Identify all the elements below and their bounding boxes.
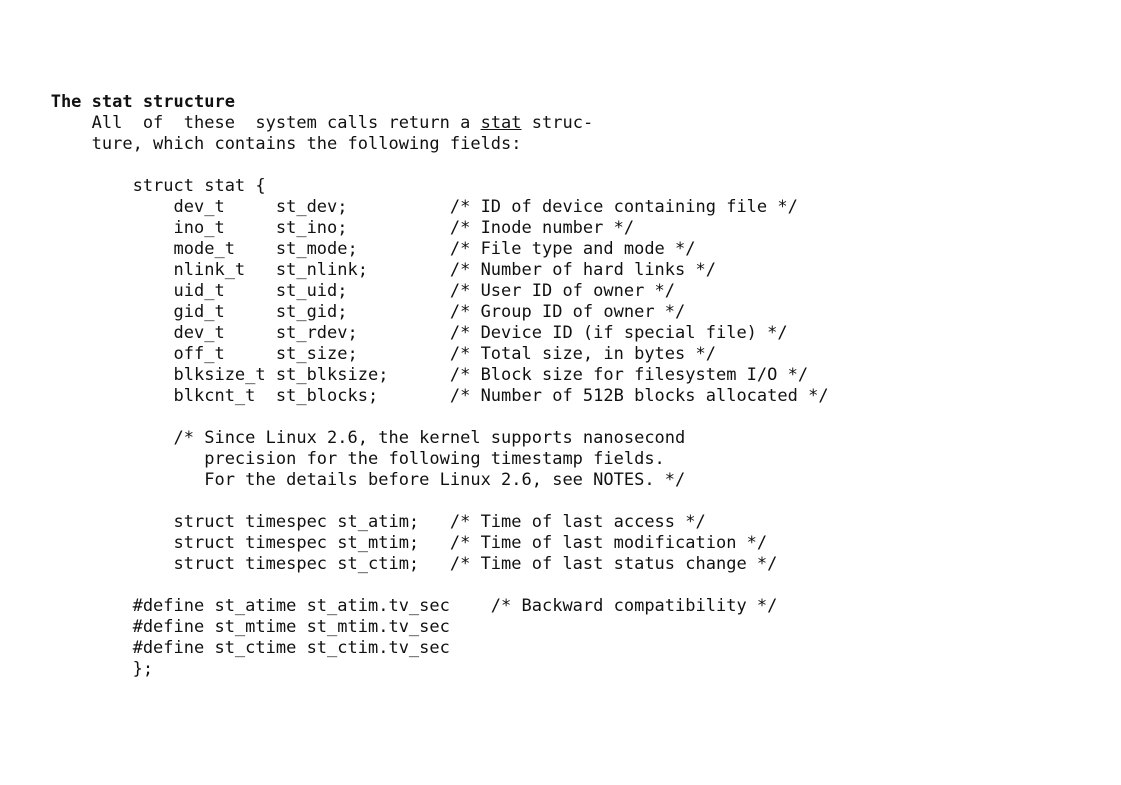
struct-field: struct timespec st_ctim; /* Time of last… xyxy=(20,554,777,574)
struct-field: dev_t st_rdev; /* Device ID (if special … xyxy=(20,323,788,343)
struct-field: off_t st_size; /* Total size, in bytes *… xyxy=(20,344,716,364)
struct-open: struct stat { xyxy=(20,176,266,196)
intro-line: ture, which contains the following field… xyxy=(20,134,522,154)
define-line: #define st_mtime st_mtim.tv_sec xyxy=(20,617,491,637)
underlined-term: stat xyxy=(481,113,522,133)
struct-field: uid_t st_uid; /* User ID of owner */ xyxy=(20,281,675,301)
define-line: #define st_ctime st_ctim.tv_sec xyxy=(20,638,491,658)
define-line: #define st_atime st_atim.tv_sec /* Backw… xyxy=(20,596,777,616)
section-heading: The stat structure xyxy=(20,92,235,112)
struct-field: blksize_t st_blksize; /* Block size for … xyxy=(20,365,808,385)
struct-field: gid_t st_gid; /* Group ID of owner */ xyxy=(20,302,685,322)
manpage-excerpt: The stat structure All of these system c… xyxy=(20,92,1121,680)
struct-field: struct timespec st_mtim; /* Time of last… xyxy=(20,533,767,553)
struct-comment: precision for the following timestamp fi… xyxy=(20,449,665,469)
struct-field: nlink_t st_nlink; /* Number of hard link… xyxy=(20,260,716,280)
struct-comment: For the details before Linux 2.6, see NO… xyxy=(20,470,685,490)
struct-field: mode_t st_mode; /* File type and mode */ xyxy=(20,239,696,259)
struct-field: blkcnt_t st_blocks; /* Number of 512B bl… xyxy=(20,386,829,406)
intro-line: All of these system calls return a stat … xyxy=(20,113,593,133)
struct-comment: /* Since Linux 2.6, the kernel supports … xyxy=(20,428,685,448)
struct-field: dev_t st_dev; /* ID of device containing… xyxy=(20,197,798,217)
struct-field: struct timespec st_atim; /* Time of last… xyxy=(20,512,706,532)
struct-field: ino_t st_ino; /* Inode number */ xyxy=(20,218,634,238)
struct-close: }; xyxy=(20,659,153,679)
